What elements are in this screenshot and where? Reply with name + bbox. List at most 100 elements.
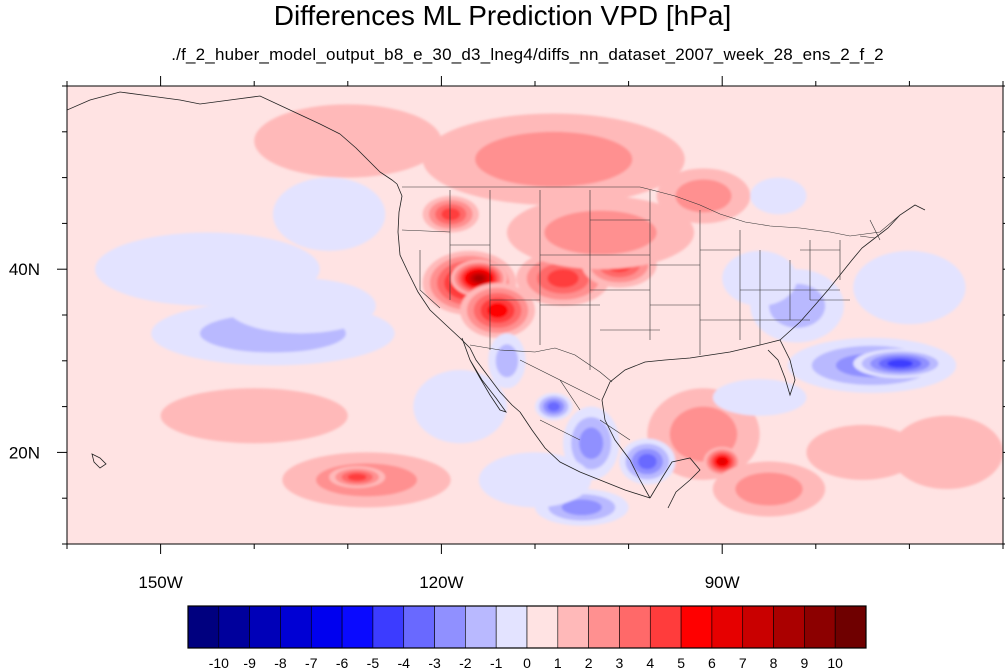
positive-anomaly-contour xyxy=(160,388,348,444)
colorbar-swatch xyxy=(649,605,682,649)
border-us-mexico xyxy=(469,344,613,383)
colorbar-label: 3 xyxy=(616,655,624,671)
coastline-outlines xyxy=(67,91,926,509)
colorbar-label: -4 xyxy=(398,655,411,671)
state-borders-west xyxy=(401,190,600,370)
negative-anomaly-contour xyxy=(547,402,560,412)
positive-anomaly-contour xyxy=(473,275,484,282)
border-us-canada xyxy=(402,186,901,237)
colorbar-label: 8 xyxy=(770,655,778,671)
negative-anomaly-contour xyxy=(887,359,913,368)
border-mexico-states xyxy=(519,359,631,441)
colorbar-swatch xyxy=(495,605,528,649)
negative-anomaly-contour xyxy=(478,452,592,508)
colorbar-swatch xyxy=(742,605,774,649)
colorbar-label: 4 xyxy=(646,655,654,671)
negative-anomaly-contour xyxy=(579,427,604,459)
positive-anomaly-contour xyxy=(806,424,919,480)
colorbar-swatch xyxy=(773,605,805,649)
colorbar-swatch xyxy=(619,605,651,649)
positive-anomaly-contour xyxy=(475,131,633,187)
coastline-east xyxy=(779,204,926,341)
colorbar-swatch xyxy=(249,605,281,649)
colorbar-label: 5 xyxy=(677,655,685,671)
negative-anomaly-contour xyxy=(495,344,519,378)
colorbar-swatch xyxy=(187,605,220,649)
negative-anomaly-contour xyxy=(272,177,386,251)
map-subtitle: ./f_2_huber_model_output_b8_e_30_d3_lneg… xyxy=(171,45,884,64)
coastline-alaska xyxy=(67,91,341,135)
colorbar-labels: -10 -9 -8 -7 -6 -5 -4 -3 -2 -1 0 1 2 3 4… xyxy=(209,655,843,671)
colorbar-label: 1 xyxy=(554,655,562,671)
vpd-difference-field xyxy=(95,104,1003,526)
colorbar-swatch xyxy=(804,605,836,649)
colorbar-swatch xyxy=(834,605,867,649)
colorbar-swatch xyxy=(711,605,744,649)
state-borders-east xyxy=(760,219,881,321)
lon-tick-label: 90W xyxy=(705,573,740,592)
coastline-yucatan xyxy=(649,457,701,509)
negative-anomaly-contour xyxy=(722,250,798,306)
colorbar-frame xyxy=(187,605,867,649)
colorbar-label: 9 xyxy=(800,655,808,671)
colorbar-label: -2 xyxy=(459,655,472,671)
colorbar-label: -3 xyxy=(428,655,441,671)
map-tick-marks xyxy=(57,76,1005,554)
colorbar-label: -1 xyxy=(490,655,503,671)
coastline-gulf xyxy=(601,339,796,499)
negative-anomaly-contour xyxy=(712,379,807,416)
positive-anomaly-contour xyxy=(441,208,461,221)
colorbar-label: 2 xyxy=(585,655,593,671)
map-title: Differences ML Prediction VPD [hPa] xyxy=(273,0,732,31)
coastline-west xyxy=(396,183,521,413)
colorbar-swatch xyxy=(588,605,620,649)
negative-anomaly-contour xyxy=(561,499,602,516)
positive-anomaly-contour xyxy=(347,473,367,481)
negative-anomaly-contour xyxy=(95,232,320,306)
map-plot-area xyxy=(67,86,1003,544)
positive-anomaly-contour xyxy=(717,458,727,465)
colorbar-swatch xyxy=(434,605,466,649)
colorbar-swatch xyxy=(218,605,250,649)
coastline-baja xyxy=(461,337,508,413)
colorbar-label: -5 xyxy=(367,655,380,671)
negative-anomaly-contour xyxy=(637,453,657,470)
colorbar: -10 -9 -8 -7 -6 -5 -4 -3 -2 -1 0 1 2 3 4… xyxy=(187,605,867,671)
colorbar-swatch xyxy=(557,605,589,649)
state-borders-central xyxy=(590,190,790,355)
colorbar-label: -6 xyxy=(336,655,349,671)
lon-tick-label: 120W xyxy=(419,573,463,592)
lat-tick-label: 40N xyxy=(9,260,40,279)
colorbar-swatch xyxy=(465,605,497,649)
colorbar-label: 10 xyxy=(827,655,843,671)
lat-tick-label: 20N xyxy=(9,443,40,462)
political-borders xyxy=(401,186,901,441)
negative-anomaly-contour xyxy=(750,177,807,215)
colorbar-label: -7 xyxy=(305,655,318,671)
colorbar-swatch xyxy=(372,605,405,649)
colorbar-swatch xyxy=(403,605,435,649)
colorbar-label: 6 xyxy=(708,655,716,671)
longitude-tick-labels: 150W 120W 90W xyxy=(138,573,739,592)
colorbar-label: 7 xyxy=(739,655,747,671)
positive-anomaly-contour xyxy=(547,269,579,288)
colorbar-label: -8 xyxy=(274,655,287,671)
negative-anomaly-contour xyxy=(413,369,507,444)
coastline-canada xyxy=(339,133,398,185)
colorbar-swatch xyxy=(341,605,374,649)
colorbar-swatches xyxy=(187,605,867,649)
coastline-mexico-pacific xyxy=(519,411,651,499)
coastline-hawaii xyxy=(91,453,107,469)
colorbar-label: -9 xyxy=(243,655,256,671)
latitude-tick-labels: 40N 20N xyxy=(9,260,40,462)
colorbar-swatch xyxy=(680,605,713,649)
positive-anomaly-contour xyxy=(487,302,508,318)
negative-anomaly-contour xyxy=(853,250,966,325)
positive-anomaly-contour xyxy=(890,415,1003,490)
positive-anomaly-contour xyxy=(675,179,732,213)
colorbar-label: -10 xyxy=(209,655,229,671)
colorbar-swatch xyxy=(310,605,343,649)
colorbar-swatch xyxy=(280,605,312,649)
positive-anomaly-contour xyxy=(735,472,803,506)
